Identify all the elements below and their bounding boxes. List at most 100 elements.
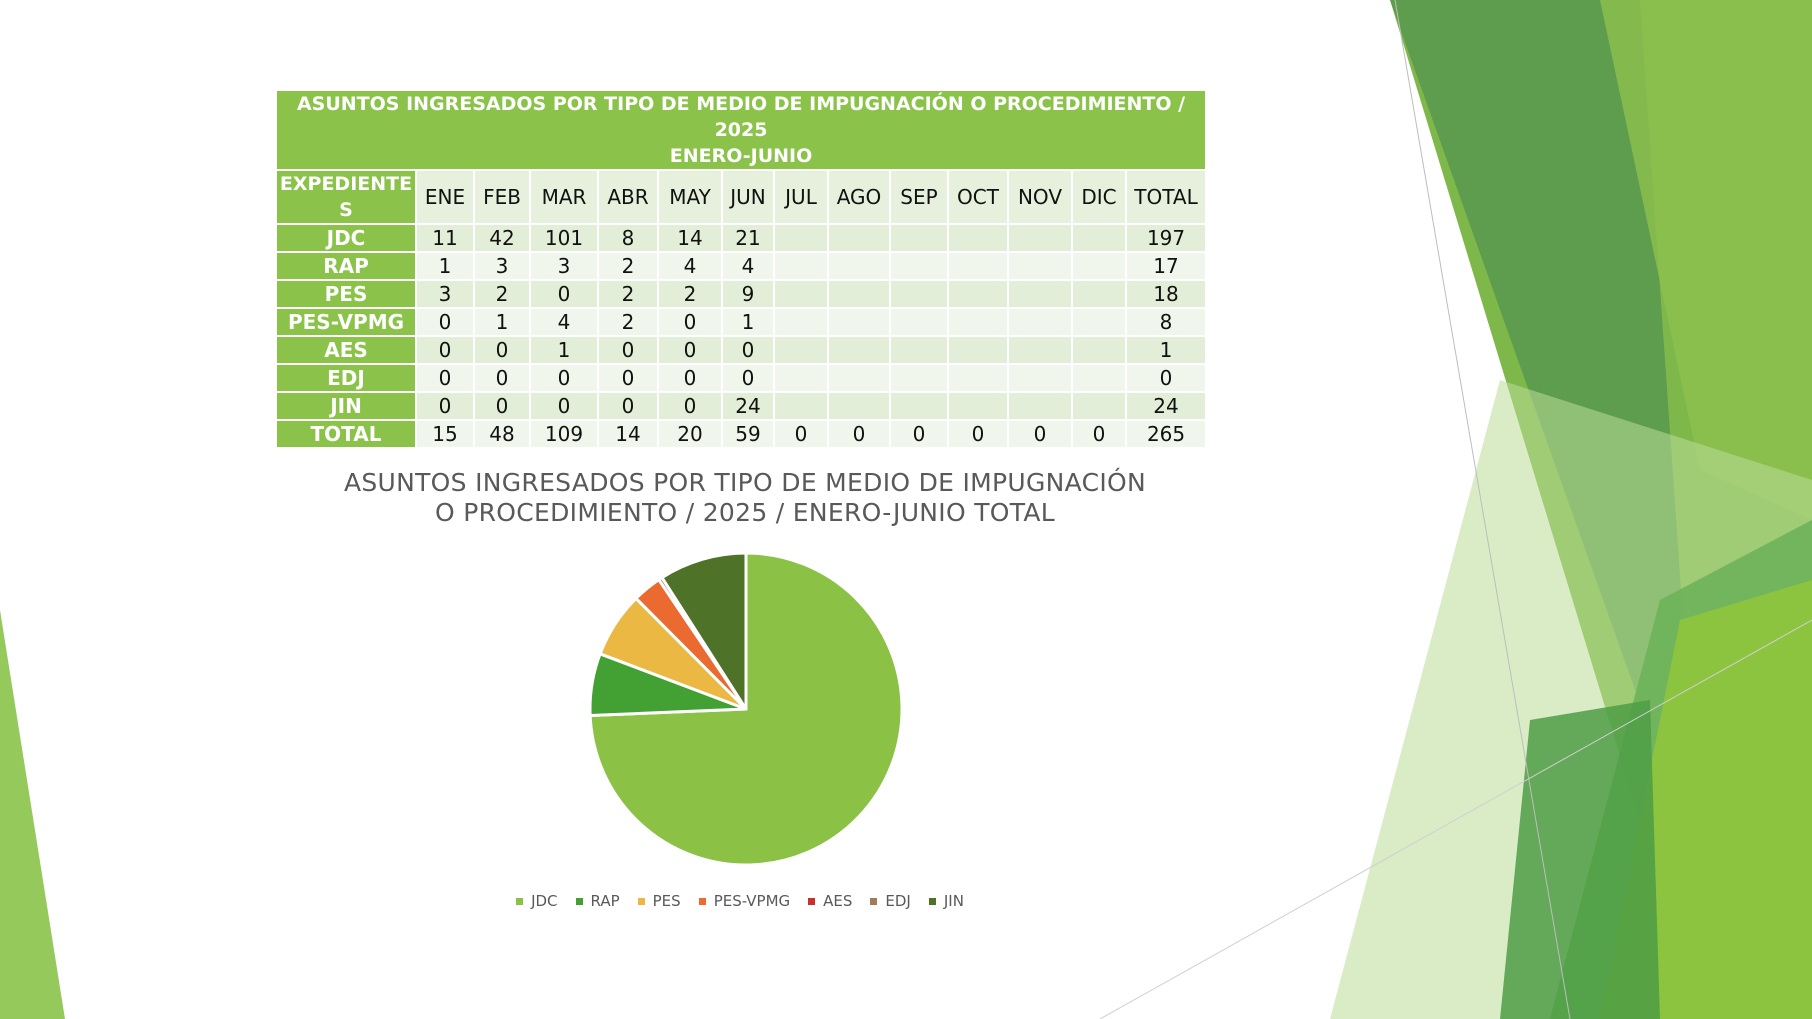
table-cell: 14 (659, 225, 721, 251)
table-cell: 4 (659, 253, 721, 279)
table-row: TOTAL 15 48 109 14 20 59 0 0 0 0 0 0 265 (277, 421, 1206, 447)
table-cell: 0 (659, 365, 721, 391)
table-cell: 0 (417, 393, 473, 419)
header-month: MAY (659, 171, 721, 223)
table-cell: 0 (531, 365, 597, 391)
table-cell-total: 18 (1127, 281, 1206, 307)
table-cell: 4 (723, 253, 773, 279)
legend-label: AES (823, 892, 853, 910)
table-cell: 2 (599, 309, 657, 335)
header-month: ENE (417, 171, 473, 223)
row-label: JIN (277, 393, 415, 419)
table-title: ASUNTOS INGRESADOS POR TIPO DE MEDIO DE … (277, 91, 1206, 169)
table-cell: 2 (659, 281, 721, 307)
table-cell (891, 281, 947, 307)
chart-legend: JDC RAP PES PES-VPMG AES EDJ JIN (420, 892, 1060, 910)
table-cell: 0 (417, 337, 473, 363)
header-expedientes: EXPEDIENTES (277, 171, 415, 223)
table-row: RAP 1 3 3 2 4 4 17 (277, 253, 1206, 279)
table-cell (1009, 225, 1071, 251)
table-cell (1073, 393, 1125, 419)
table-cell (891, 225, 947, 251)
table-cell-total: 265 (1127, 421, 1206, 447)
table-cell: 48 (475, 421, 529, 447)
table-cell (891, 309, 947, 335)
legend-item: EDJ (870, 892, 911, 910)
table-cell: 3 (475, 253, 529, 279)
table-title-line1: ASUNTOS INGRESADOS POR TIPO DE MEDIO DE … (296, 93, 1186, 141)
header-month: DIC (1073, 171, 1125, 223)
header-month: OCT (949, 171, 1007, 223)
table-cell (775, 281, 827, 307)
header-month: MAR (531, 171, 597, 223)
table-cell (775, 337, 827, 363)
table-cell: 0 (475, 393, 529, 419)
table-cell (1073, 309, 1125, 335)
table-cell: 3 (417, 281, 473, 307)
table-cell (891, 393, 947, 419)
table-cell (891, 365, 947, 391)
table-cell: 42 (475, 225, 529, 251)
table-cell (949, 365, 1007, 391)
row-label: EDJ (277, 365, 415, 391)
legend-swatch (516, 897, 524, 905)
table-row: JDC 11 42 101 8 14 21 197 (277, 225, 1206, 251)
header-total: TOTAL (1127, 171, 1206, 223)
table-cell: 14 (599, 421, 657, 447)
row-label: PES (277, 281, 415, 307)
table-cell: 2 (475, 281, 529, 307)
table-cell-total: 17 (1127, 253, 1206, 279)
table-cell (949, 281, 1007, 307)
table-cell: 0 (891, 421, 947, 447)
table-cell (775, 393, 827, 419)
table-cell (829, 393, 889, 419)
table-cell (1009, 393, 1071, 419)
table-cell: 0 (829, 421, 889, 447)
table-cell (949, 253, 1007, 279)
table-cell (829, 309, 889, 335)
table-title-row: ASUNTOS INGRESADOS POR TIPO DE MEDIO DE … (277, 91, 1206, 169)
table-cell: 0 (531, 281, 597, 307)
table-cell: 0 (475, 365, 529, 391)
row-label: RAP (277, 253, 415, 279)
data-table: ASUNTOS INGRESADOS POR TIPO DE MEDIO DE … (275, 89, 1207, 449)
legend-label: RAP (590, 892, 620, 910)
table-cell: 101 (531, 225, 597, 251)
table-cell (949, 309, 1007, 335)
table-cell: 109 (531, 421, 597, 447)
table-cell: 0 (599, 365, 657, 391)
table-cell-total: 8 (1127, 309, 1206, 335)
table-cell (775, 309, 827, 335)
table-cell: 1 (475, 309, 529, 335)
table-cell: 8 (599, 225, 657, 251)
table-cell: 0 (417, 309, 473, 335)
table-cell: 2 (599, 253, 657, 279)
table-cell: 0 (723, 365, 773, 391)
header-month: AGO (829, 171, 889, 223)
table-cell: 0 (659, 393, 721, 419)
table-cell (1009, 309, 1071, 335)
legend-label: PES (652, 892, 681, 910)
row-label: JDC (277, 225, 415, 251)
table-cell: 0 (1009, 421, 1071, 447)
table-cell (949, 225, 1007, 251)
table-cell-total: 0 (1127, 365, 1206, 391)
table-cell (949, 393, 1007, 419)
table-cell (1009, 281, 1071, 307)
table-row: EDJ 0 0 0 0 0 0 0 (277, 365, 1206, 391)
table-cell-total: 1 (1127, 337, 1206, 363)
table-cell (775, 365, 827, 391)
table-cell (1073, 337, 1125, 363)
table-cell: 1 (723, 309, 773, 335)
table-cell: 1 (417, 253, 473, 279)
legend-swatch (575, 897, 583, 905)
legend-label: JIN (943, 892, 964, 910)
table-title-line2: ENERO-JUNIO (669, 145, 813, 167)
table-cell (775, 225, 827, 251)
table-cell (891, 253, 947, 279)
legend-item: JDC (516, 892, 558, 910)
table-cell: 24 (723, 393, 773, 419)
table-cell: 3 (531, 253, 597, 279)
table-cell: 0 (599, 393, 657, 419)
